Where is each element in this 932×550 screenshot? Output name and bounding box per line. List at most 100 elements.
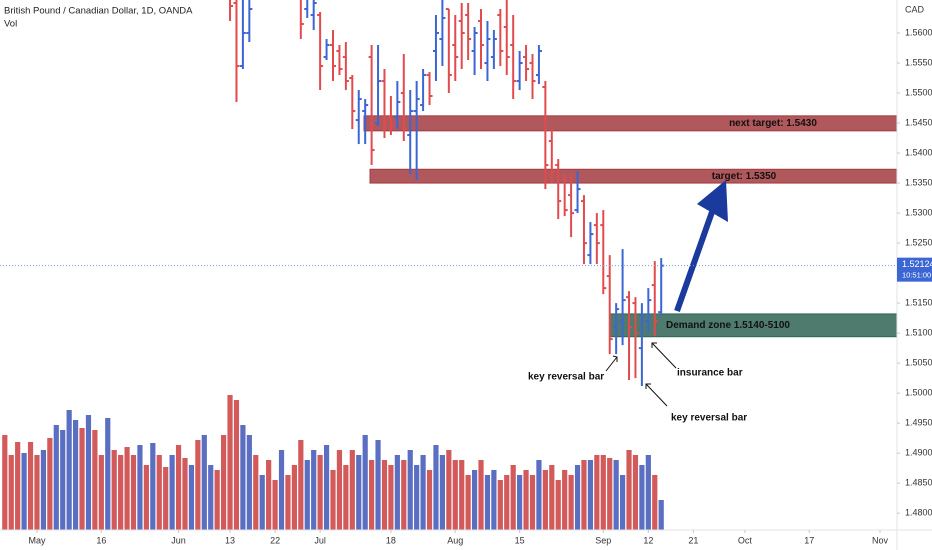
volume-bar [510, 465, 516, 530]
volume-bar [600, 455, 606, 530]
volume-bar [40, 450, 47, 530]
volume-bar [105, 418, 111, 530]
volume-bar [143, 465, 149, 530]
x-tick-label: Jul [314, 535, 326, 545]
volume-bar [259, 475, 265, 530]
y-tick-label: 1.52500 [905, 237, 932, 247]
x-tick-label: Sep [595, 535, 611, 545]
volume-bar [658, 500, 664, 530]
volume-bar [375, 440, 381, 530]
volume-bar [291, 465, 297, 530]
zone-label: target: 1.5350 [712, 171, 777, 182]
volume-bar [433, 445, 439, 530]
volume-bar [130, 455, 137, 530]
volume-bar [317, 455, 323, 530]
volume-bar [484, 475, 491, 530]
volume-bar [407, 450, 413, 530]
x-tick-label: Oct [738, 535, 753, 545]
forecast-arrow-head [697, 180, 728, 222]
volume-bar [92, 430, 98, 530]
y-tick-label: 1.51500 [905, 297, 932, 307]
pointer [645, 383, 668, 407]
volume-bar [523, 470, 529, 530]
volume-bar [504, 475, 510, 530]
volume-bar [465, 475, 471, 530]
x-tick-label: Jun [171, 535, 186, 545]
volume-bar [278, 450, 285, 530]
volume-bar [349, 450, 355, 530]
volume-bar [53, 425, 59, 530]
volume-bar [272, 480, 278, 530]
pointer-head [651, 342, 657, 348]
volume-bar [459, 460, 465, 530]
volume-bar [613, 460, 619, 530]
volume-bar [581, 460, 587, 530]
volume-bar [626, 450, 632, 530]
x-tick-label: 15 [515, 535, 525, 545]
volume-bar [304, 460, 310, 530]
volume-bar [323, 445, 330, 530]
zone [363, 115, 897, 132]
x-tick-label: 16 [96, 535, 106, 545]
volume-bar [536, 460, 542, 530]
y-tick-label: 1.55000 [905, 87, 932, 97]
y-tick-label: 1.54500 [905, 117, 932, 127]
volume-bar [420, 455, 426, 530]
volume-bar [285, 475, 291, 530]
pointer-head [645, 383, 651, 389]
volume-bar [491, 470, 497, 530]
volume-bar [85, 415, 92, 530]
volume-bar [381, 460, 388, 530]
forecast-arrow-shaft [674, 211, 715, 312]
volume-bar [195, 440, 201, 530]
volume-bar [568, 475, 574, 530]
x-tick-label: May [28, 535, 46, 545]
zone-label: next target: 1.5430 [729, 118, 817, 129]
zone-label: Demand zone 1.5140-5100 [666, 320, 790, 331]
volume-bar [118, 455, 124, 530]
volume-bar [336, 450, 343, 530]
volume-bar [414, 465, 420, 530]
x-tick-label: Aug [447, 535, 463, 545]
volume-bar [587, 460, 594, 530]
volume-bar [632, 455, 639, 530]
y-tick-label: 1.50000 [905, 388, 932, 398]
x-tick-label: 17 [804, 535, 814, 545]
volume-bar [66, 410, 72, 530]
volume-bar [452, 460, 458, 530]
x-tick-label: 13 [225, 535, 235, 545]
volume-bar [471, 470, 478, 530]
x-tick-label: Nov [872, 535, 889, 545]
zone [369, 168, 897, 184]
volume-bar [426, 470, 433, 530]
volume-bar [201, 435, 207, 530]
volume-bar [439, 455, 445, 530]
volume-bar [124, 447, 130, 530]
y-tick-label: 1.48000 [905, 508, 932, 518]
volume-bar [266, 460, 272, 530]
volume-bar [562, 470, 568, 530]
y-tick-label: 1.53000 [905, 207, 932, 217]
volume-bar [401, 460, 407, 530]
volume-bar [555, 480, 561, 530]
volume-bar [517, 475, 523, 530]
volume-bar [169, 455, 175, 530]
volume-bar [214, 470, 220, 530]
y-tick-label: 1.56000 [905, 27, 932, 37]
volume-bar [645, 455, 651, 530]
volume-bar [619, 475, 626, 530]
y-tick-label: 1.49000 [905, 448, 932, 458]
plot-layer: next target: 1.5430 target: 1.5350 Demand … [2, 0, 897, 530]
y-tick-label: 1.51000 [905, 328, 932, 338]
volume-bar [221, 435, 227, 530]
volume-bar [227, 395, 233, 530]
volume-bar [163, 467, 169, 530]
volume-bar [394, 455, 400, 530]
volume-bar [15, 442, 21, 530]
volume-bar [208, 465, 214, 530]
volume-bar [111, 450, 117, 530]
volume-bar [343, 465, 349, 530]
volume-bar [549, 465, 555, 530]
volume-bar [639, 465, 645, 530]
y-tick-label: 1.54000 [905, 147, 932, 157]
